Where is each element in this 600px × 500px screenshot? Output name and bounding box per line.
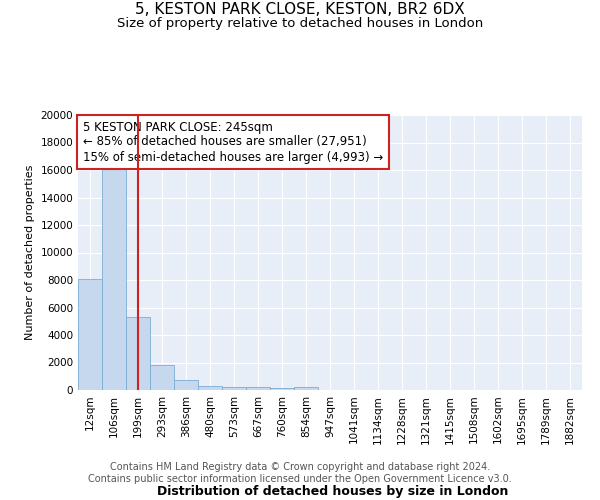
Bar [150, 364, 174, 390]
Bar [246, 387, 270, 390]
Bar [102, 163, 126, 390]
Bar [174, 380, 198, 390]
Text: 5, KESTON PARK CLOSE, KESTON, BR2 6DX: 5, KESTON PARK CLOSE, KESTON, BR2 6DX [135, 2, 465, 18]
Bar [222, 387, 246, 390]
Bar [126, 317, 150, 390]
Text: Contains HM Land Registry data © Crown copyright and database right 2024.
Contai: Contains HM Land Registry data © Crown c… [88, 462, 512, 484]
Bar [78, 278, 102, 390]
Bar [198, 386, 222, 390]
Bar [294, 387, 318, 390]
Bar [270, 388, 294, 390]
Text: 5 KESTON PARK CLOSE: 245sqm
← 85% of detached houses are smaller (27,951)
15% of: 5 KESTON PARK CLOSE: 245sqm ← 85% of det… [83, 120, 383, 164]
Text: Size of property relative to detached houses in London: Size of property relative to detached ho… [117, 18, 483, 30]
Y-axis label: Number of detached properties: Number of detached properties [25, 165, 35, 340]
Text: Distribution of detached houses by size in London: Distribution of detached houses by size … [157, 484, 509, 498]
